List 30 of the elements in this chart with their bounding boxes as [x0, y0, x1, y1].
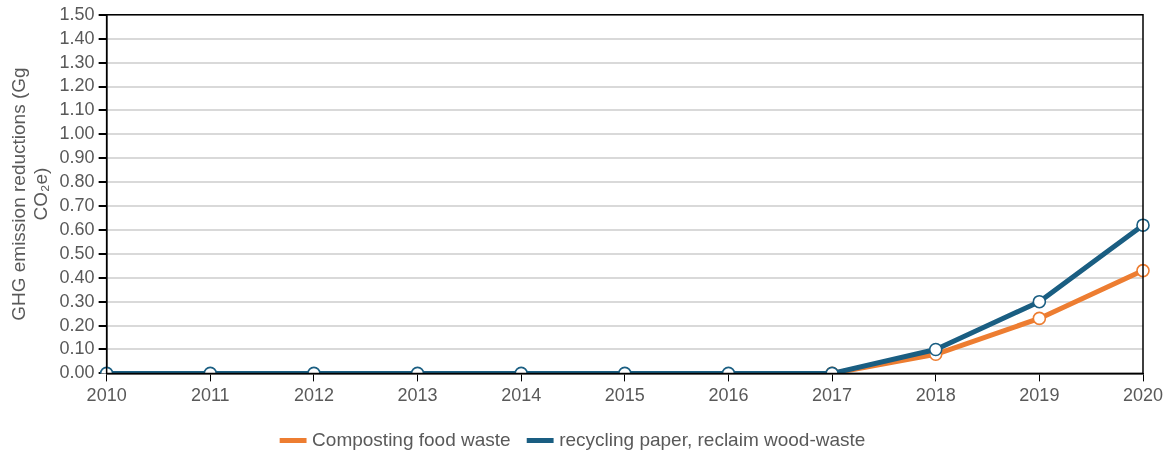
- x-tick-label: 2015: [604, 385, 645, 406]
- x-tick-label: 2013: [397, 385, 438, 406]
- y-tick-label: 0.90: [59, 147, 95, 168]
- y-tick-label: 1.00: [59, 123, 95, 144]
- x-tick-label: 2019: [1019, 385, 1060, 406]
- x-tick-label: 2016: [708, 385, 749, 406]
- y-tick-label: 0.80: [59, 171, 95, 192]
- x-tick-label: 2014: [501, 385, 542, 406]
- legend-label: Composting food waste: [312, 428, 511, 450]
- y-tick-label: 1.20: [59, 75, 95, 96]
- x-tick-label: 2010: [86, 385, 127, 406]
- x-tick-label: 2020: [1122, 385, 1164, 406]
- y-tick-label: 1.10: [59, 99, 95, 120]
- y-axis-title: GHG emission reductions (Gg CO₂e): [7, 67, 52, 321]
- x-tick-label: 2012: [293, 385, 334, 406]
- y-tick-label: 0.60: [59, 218, 95, 239]
- y-tick-label: 0.00: [59, 362, 95, 383]
- y-tick-label: 1.40: [59, 27, 95, 48]
- x-tick-label: 2017: [812, 385, 853, 406]
- y-tick-label: 0.40: [59, 266, 95, 287]
- x-tick-label: 2018: [915, 385, 956, 406]
- legend-label: recycling paper, reclaim wood-waste: [559, 428, 866, 450]
- x-tick-label: 2011: [190, 385, 230, 406]
- y-tick-label: 0.50: [59, 242, 95, 263]
- y-tick-label: 1.30: [59, 51, 95, 72]
- y-tick-label: 0.70: [59, 195, 95, 216]
- y-tick-label: 0.30: [59, 290, 95, 311]
- y-tick-label: 0.10: [59, 338, 95, 359]
- y-tick-label: 0.20: [59, 314, 95, 335]
- y-tick-label: 1.50: [59, 3, 95, 24]
